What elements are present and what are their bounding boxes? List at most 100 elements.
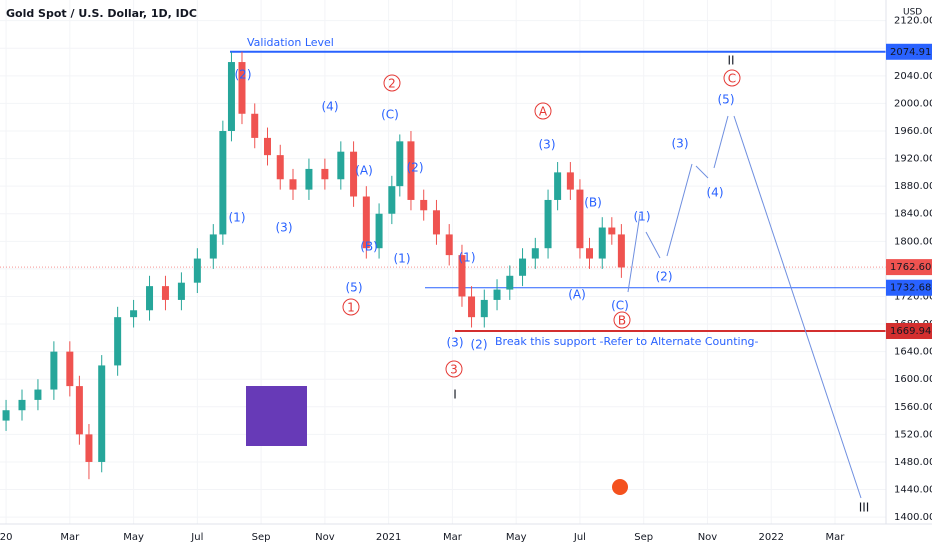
candle-body bbox=[130, 310, 138, 318]
wave-label: (3) bbox=[672, 137, 689, 151]
level-label: 2074.91 bbox=[890, 47, 931, 58]
wave-label: 1 bbox=[347, 301, 355, 315]
candle-body bbox=[85, 434, 93, 462]
candle-body bbox=[420, 199, 428, 211]
level-label: 1669.94 bbox=[890, 326, 931, 337]
candle-body bbox=[362, 196, 370, 249]
x-tick-label: Nov bbox=[315, 532, 335, 543]
y-tick-label: 2000.00 bbox=[894, 98, 932, 109]
candle-body bbox=[519, 258, 527, 276]
wave-label: (3) bbox=[447, 336, 464, 350]
wave-circle bbox=[534, 102, 552, 120]
purple-box bbox=[246, 386, 307, 446]
candle-body bbox=[161, 286, 169, 300]
validation-text: Validation Level bbox=[247, 36, 334, 49]
grid bbox=[0, 0, 886, 524]
logo-icon bbox=[612, 479, 628, 495]
arrow bbox=[695, 165, 709, 179]
arrow bbox=[733, 115, 862, 499]
x-tick-label: May bbox=[123, 532, 144, 543]
candle-body bbox=[576, 189, 584, 249]
annotations: (2) (1) (4) (3) (A) (C) (B) (5) (2) (1) (1) (3) (2) (… bbox=[229, 54, 870, 515]
wave-label: (C) bbox=[611, 299, 629, 313]
candle-body bbox=[251, 113, 259, 138]
candle-body bbox=[219, 131, 227, 235]
candle-body bbox=[34, 389, 42, 400]
candles bbox=[2, 51, 625, 480]
wave-label: (2) bbox=[471, 338, 488, 352]
candle-body bbox=[445, 234, 453, 256]
candle-body bbox=[337, 151, 345, 180]
candle-body bbox=[388, 186, 396, 214]
candle-body bbox=[50, 351, 58, 390]
wave-label: A bbox=[539, 105, 548, 119]
candle-body bbox=[458, 255, 466, 297]
support-text: Break this support -Refer to Alternate C… bbox=[495, 335, 759, 348]
x-tick-label: 2022 bbox=[758, 532, 783, 543]
y-tick-label: 1920.00 bbox=[894, 154, 932, 165]
arrow bbox=[645, 231, 661, 259]
x-tick-label: Jul bbox=[190, 532, 203, 543]
y-tick-label: 2120.00 bbox=[894, 16, 932, 27]
wave-label: 3 bbox=[450, 363, 458, 377]
candle-body bbox=[350, 151, 358, 197]
level-tag bbox=[886, 43, 932, 60]
candle-body bbox=[396, 141, 404, 187]
x-tick-label: Nov bbox=[698, 532, 718, 543]
wave-circle bbox=[723, 69, 741, 87]
candle-body bbox=[566, 172, 574, 190]
wave-label: III bbox=[859, 501, 870, 515]
y-tick-label: 1520.00 bbox=[894, 429, 932, 440]
levels bbox=[0, 50, 886, 332]
y-tick-label: 1840.00 bbox=[894, 209, 932, 220]
wave-label: (1) bbox=[229, 211, 246, 225]
candle-body bbox=[227, 62, 235, 132]
x-tick-label: Mar bbox=[443, 532, 463, 543]
candle-body bbox=[114, 317, 122, 366]
wave-label: (2) bbox=[235, 68, 252, 82]
x-tick-label: Sep bbox=[634, 532, 653, 543]
candle-body bbox=[554, 172, 562, 200]
wave-label: 2 bbox=[388, 77, 396, 91]
candle-body bbox=[276, 155, 284, 180]
y-tick-label: 1400.00 bbox=[894, 512, 932, 523]
wave-label: (4) bbox=[322, 100, 339, 114]
candle-body bbox=[531, 248, 539, 259]
wave-label: (4) bbox=[707, 186, 724, 200]
candle-body bbox=[432, 210, 440, 235]
y-tick-label: 1600.00 bbox=[894, 374, 932, 385]
candle-body bbox=[598, 227, 606, 259]
level-label: 1762.60 bbox=[890, 262, 931, 273]
candle-body bbox=[146, 286, 154, 311]
level-tag bbox=[886, 279, 932, 296]
y-tick-label: 1440.00 bbox=[894, 485, 932, 496]
wave-label: (B) bbox=[584, 196, 602, 210]
wave-label: (A) bbox=[355, 164, 373, 178]
level-label: 1732.68 bbox=[890, 283, 931, 294]
candle-body bbox=[617, 234, 625, 268]
axes: 1400.00 1440.00 1480.00 1520.00 1560.00 1600.… bbox=[0, 16, 932, 543]
candle-body bbox=[407, 141, 415, 200]
y-tick-label: 1960.00 bbox=[894, 126, 932, 137]
wave-label: (B) bbox=[360, 240, 378, 254]
wave-circle bbox=[613, 311, 631, 329]
candle-body bbox=[289, 179, 297, 190]
wave-label: C bbox=[728, 72, 736, 86]
wave-label: (3) bbox=[276, 221, 293, 235]
x-tick-label: May bbox=[506, 532, 527, 543]
arrow bbox=[666, 163, 693, 257]
candle-body bbox=[375, 213, 383, 249]
x-tick-label: Jul bbox=[573, 532, 586, 543]
candle-body bbox=[263, 137, 271, 156]
level-tag bbox=[886, 322, 932, 339]
y-tick-label: 2040.00 bbox=[894, 71, 932, 82]
candle-body bbox=[585, 248, 593, 259]
candle-body bbox=[18, 399, 26, 411]
candle-body bbox=[66, 351, 74, 387]
wave-circle bbox=[342, 298, 360, 316]
candle-body bbox=[493, 289, 501, 300]
candle-body bbox=[209, 234, 217, 259]
chart-title: Gold Spot / U.S. Dollar, 1D, IDC bbox=[6, 7, 197, 20]
